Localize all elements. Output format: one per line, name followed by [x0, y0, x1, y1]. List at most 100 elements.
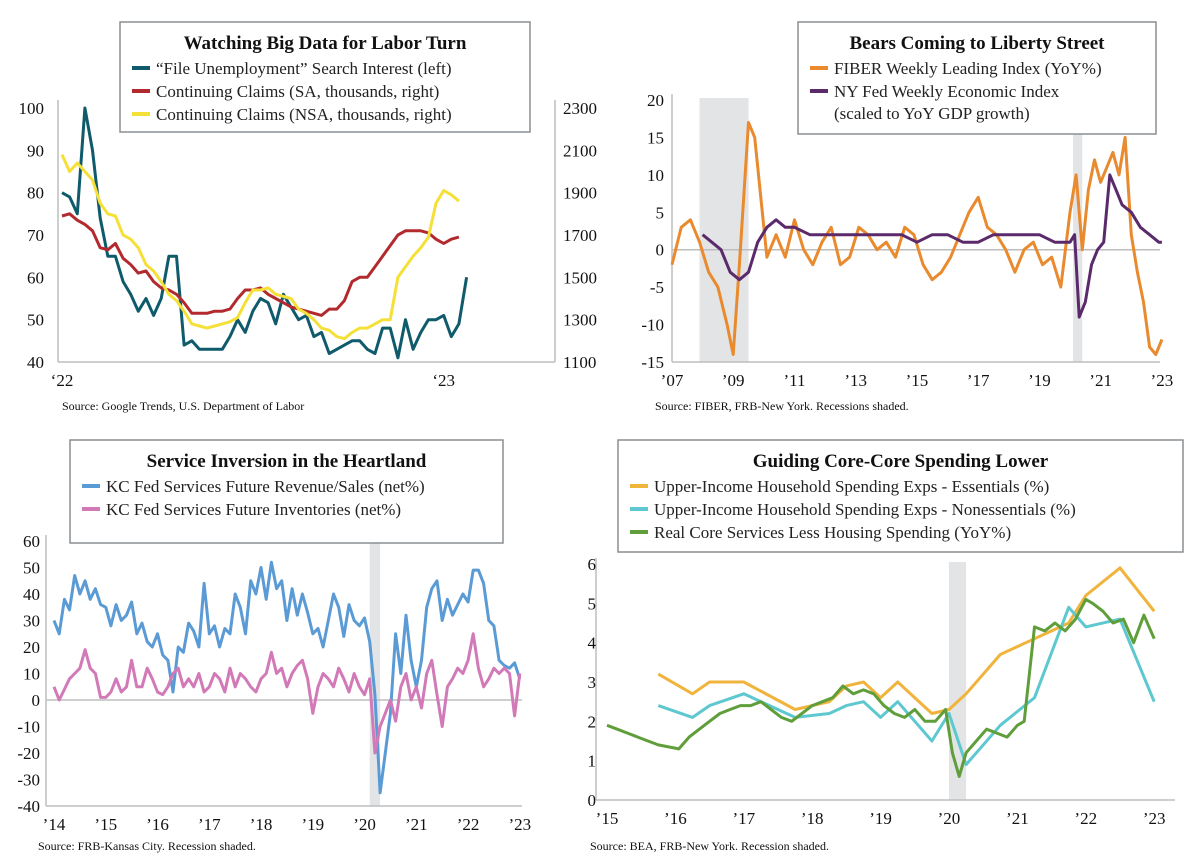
- source-note: Source: BEA, FRB-New York. Recession sha…: [590, 839, 829, 853]
- x-tick-label: ’16: [146, 815, 169, 834]
- y-tick-label: -30: [17, 771, 40, 790]
- x-tick-label: ’23: [508, 815, 531, 834]
- x-tick-label: ’09: [722, 371, 745, 390]
- x-tick-label: ’18: [801, 809, 824, 828]
- x-tick-label: ’17: [732, 809, 755, 828]
- legend-label: Real Core Services Less Housing Spending…: [654, 523, 1011, 542]
- y-tick-label: 20: [23, 638, 40, 657]
- legend-label: “File Unemployment” Search Interest (lef…: [156, 59, 452, 78]
- y-tick-label: 6: [588, 555, 597, 574]
- series-line-0: [52, 560, 522, 795]
- y-tick-label: 3: [588, 673, 597, 692]
- x-tick-label: ’20: [938, 809, 961, 828]
- x-tick-label: ’22: [1074, 809, 1097, 828]
- legend-label: KC Fed Services Future Revenue/Sales (ne…: [106, 477, 425, 496]
- legend-label: KC Fed Services Future Inventories (net%…: [106, 500, 401, 519]
- y-tick-label: 10: [23, 665, 40, 684]
- x-tick-label: ’13: [844, 371, 867, 390]
- x-tick-label: ’21: [405, 815, 428, 834]
- x-tick-label: ’19: [869, 809, 892, 828]
- legend-label: NY Fed Weekly Economic Index: [834, 82, 1060, 101]
- recession-shading: [1073, 98, 1083, 362]
- y-tick-label: 100: [19, 99, 45, 118]
- legend-label: Continuing Claims (SA, thousands, right): [156, 82, 439, 101]
- source-note: Source: Google Trends, U.S. Department o…: [62, 399, 304, 413]
- chart-legend: Guiding Core-Core Spending Lower Upper-In…: [617, 439, 1184, 553]
- x-tick-label: ’17: [198, 815, 221, 834]
- x-tick-label: ’20: [353, 815, 376, 834]
- y-tick-label: 70: [27, 226, 44, 245]
- chart-title: Service Inversion in the Heartland: [147, 451, 427, 472]
- series-line-1: [52, 632, 522, 755]
- y-tick-label: 20: [647, 91, 664, 110]
- x-tick-label: ’21: [1089, 371, 1112, 390]
- y-tick-label: -10: [17, 718, 40, 737]
- recession-shading: [948, 562, 967, 800]
- x-tick-label: ‘22: [51, 371, 74, 390]
- x-tick-label: ’17: [967, 371, 990, 390]
- y-tick-label-right: 1100: [563, 353, 596, 372]
- legend-label: (scaled to YoY GDP growth): [834, 104, 1030, 123]
- y-tick-label: 10: [647, 166, 664, 185]
- y-tick-label: 1: [588, 752, 597, 771]
- y-tick-label: -5: [650, 278, 664, 297]
- legend-label: FIBER Weekly Leading Index (YoY%): [834, 59, 1102, 78]
- y-tick-label: 60: [27, 268, 44, 287]
- legend-label: Upper-Income Household Spending Exps - E…: [654, 477, 1049, 496]
- series-line-0: [61, 106, 469, 360]
- chart-title: Bears Coming to Liberty Street: [849, 33, 1105, 54]
- y-tick-label: -10: [641, 316, 664, 335]
- y-tick-label-right: 1900: [563, 184, 597, 203]
- y-tick-label: 15: [647, 128, 664, 147]
- x-tick-label: ‘23: [432, 371, 455, 390]
- y-tick-label-right: 1300: [563, 311, 597, 330]
- y-tick-label: 60: [23, 532, 40, 551]
- x-tick-label: ’11: [783, 371, 805, 390]
- series-line-0: [657, 566, 1156, 715]
- legend-box: [119, 21, 531, 133]
- y-tick-label: 90: [27, 141, 44, 160]
- x-tick-label: ’18: [250, 815, 273, 834]
- x-tick-label: ’14: [43, 815, 66, 834]
- series-line-1: [701, 173, 1162, 319]
- y-tick-label: 0: [656, 241, 665, 260]
- series-line-1: [657, 605, 1156, 767]
- x-tick-label: ’19: [1028, 371, 1051, 390]
- x-tick-label: ’16: [664, 809, 687, 828]
- chart-title: Guiding Core-Core Spending Lower: [753, 451, 1049, 472]
- x-tick-label: ’19: [301, 815, 324, 834]
- y-tick-label: 80: [27, 184, 44, 203]
- series-line-2: [60, 153, 460, 341]
- chart-legend: Bears Coming to Liberty Street FIBER Week…: [797, 21, 1157, 135]
- y-tick-label: 40: [23, 585, 40, 604]
- y-tick-label: 40: [27, 353, 44, 372]
- x-tick-label: ’21: [1006, 809, 1029, 828]
- y-tick-label: 5: [588, 594, 597, 613]
- series-line-2: [606, 597, 1156, 778]
- legend-label: Upper-Income Household Spending Exps - N…: [654, 500, 1076, 519]
- series-line-1: [61, 212, 460, 317]
- y-tick-label: 0: [32, 691, 41, 710]
- x-tick-label: ’15: [94, 815, 117, 834]
- y-tick-label-right: 2100: [563, 141, 597, 160]
- y-tick-label: -40: [17, 797, 40, 816]
- y-tick-label: 2: [588, 712, 597, 731]
- y-tick-label: 4: [588, 634, 597, 653]
- x-tick-label: ’15: [596, 809, 619, 828]
- chart-legend: Watching Big Data for Labor Turn “File Un…: [119, 21, 531, 133]
- y-tick-label-right: 2300: [563, 99, 597, 118]
- chart-legend: Service Inversion in the Heartland KC Fed…: [69, 439, 504, 544]
- y-tick-label: 5: [656, 203, 665, 222]
- source-note: Source: FIBER, FRB-New York. Recessions …: [655, 399, 909, 413]
- y-tick-label: -20: [17, 744, 40, 763]
- x-tick-label: ’23: [1151, 371, 1174, 390]
- x-tick-label: ’15: [906, 371, 929, 390]
- y-tick-label: -15: [641, 353, 664, 372]
- x-tick-label: ’07: [661, 371, 684, 390]
- legend-box: [797, 21, 1157, 135]
- source-note: Source: FRB-Kansas City. Recession shade…: [38, 839, 256, 853]
- recession-shading: [369, 539, 381, 806]
- legend-label: Continuing Claims (NSA, thousands, right…: [156, 105, 452, 124]
- y-tick-label-right: 1700: [563, 226, 597, 245]
